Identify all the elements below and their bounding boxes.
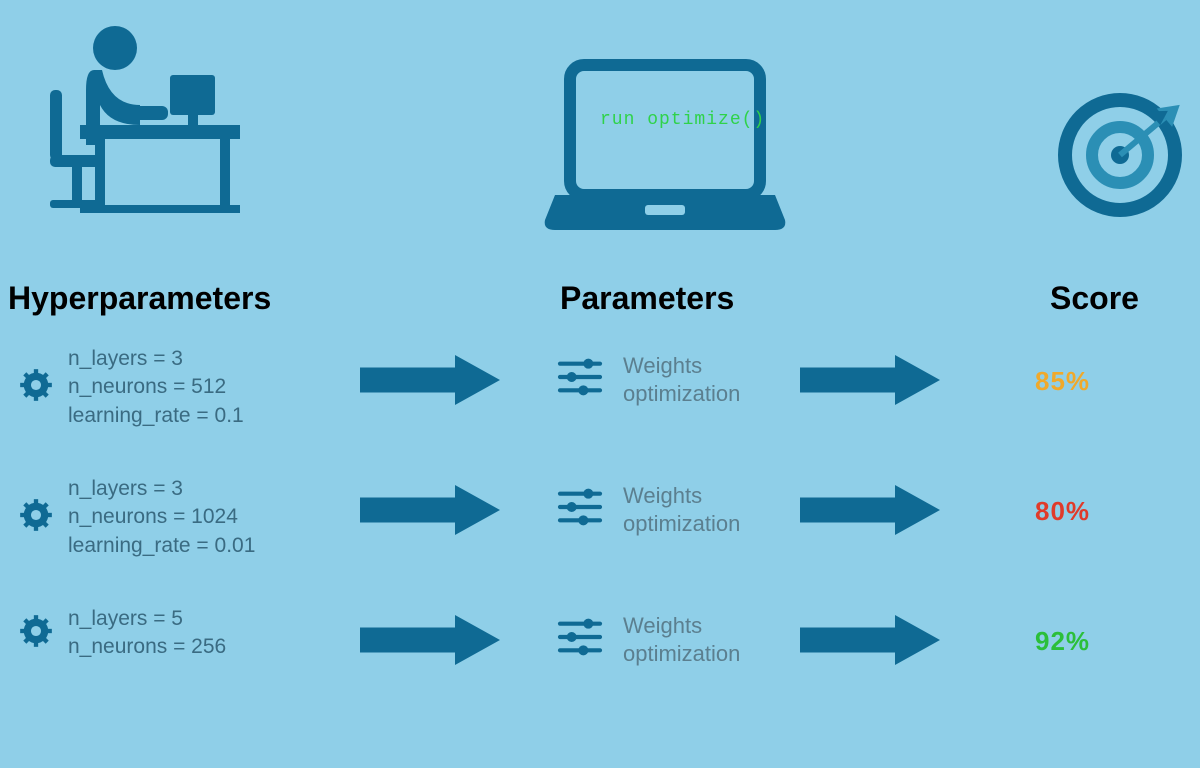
hyperparams-row: n_layers = 3n_neurons = 512learning_rate… (18, 345, 244, 430)
arrow-icon (800, 485, 940, 540)
arrow-icon (360, 615, 500, 670)
heading-parameters: Parameters (560, 280, 734, 317)
score-value: 92% (1035, 626, 1090, 657)
arrow-icon (360, 355, 500, 410)
score-value: 80% (1035, 496, 1090, 527)
parameters-label: Weightsoptimization (623, 482, 740, 537)
arrow-icon (800, 615, 940, 670)
gear-icon (18, 613, 54, 654)
hyperparams-row: n_layers = 3n_neurons = 1024learning_rat… (18, 475, 255, 560)
code-text: run optimize() (600, 110, 765, 130)
sliders-icon (555, 612, 605, 667)
parameters-row: Weightsoptimization (555, 352, 740, 407)
heading-hyperparameters: Hyperparameters (8, 280, 271, 317)
person-at-desk-icon (20, 20, 250, 255)
arrow-icon (360, 485, 500, 540)
target-icon (1050, 80, 1190, 225)
parameters-label: Weightsoptimization (623, 352, 740, 407)
sliders-icon (555, 352, 605, 407)
hyperparams-text: n_layers = 5n_neurons = 256 (68, 605, 226, 662)
arrow-icon (800, 355, 940, 410)
sliders-icon (555, 482, 605, 537)
laptop-icon: run optimize() (540, 55, 790, 260)
gear-icon (18, 367, 54, 408)
parameters-row: Weightsoptimization (555, 612, 740, 667)
parameters-label: Weightsoptimization (623, 612, 740, 667)
gear-icon (18, 497, 54, 538)
hyperparams-text: n_layers = 3n_neurons = 512learning_rate… (68, 345, 244, 430)
hyperparams-row: n_layers = 5n_neurons = 256 (18, 605, 226, 662)
score-value: 85% (1035, 366, 1090, 397)
hyperparams-text: n_layers = 3n_neurons = 1024learning_rat… (68, 475, 255, 560)
parameters-row: Weightsoptimization (555, 482, 740, 537)
heading-score: Score (1050, 280, 1139, 317)
